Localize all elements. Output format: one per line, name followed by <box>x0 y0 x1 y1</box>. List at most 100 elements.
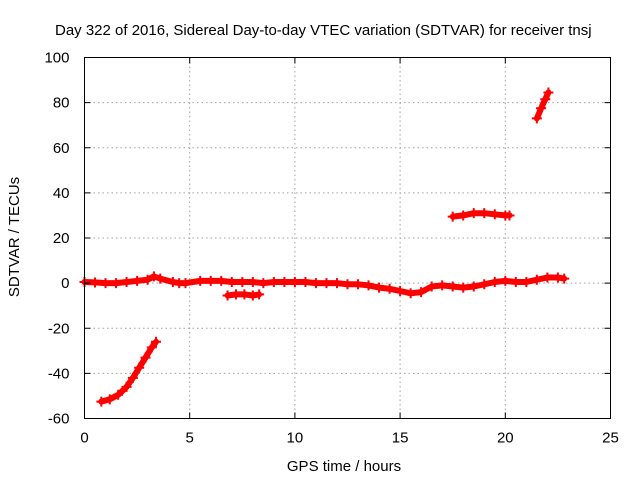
data-point <box>321 278 332 289</box>
data-point <box>531 274 542 285</box>
data-point <box>167 276 178 287</box>
data-point <box>100 278 111 289</box>
data-point <box>500 275 511 286</box>
data-point <box>96 396 107 407</box>
series-upper-plateau <box>447 208 515 222</box>
y-tick-label: -60 <box>48 411 70 428</box>
data-point <box>111 278 122 289</box>
data-point <box>216 275 227 286</box>
data-point <box>479 208 490 219</box>
data-point <box>395 286 406 297</box>
data-point <box>113 389 124 400</box>
data-point <box>121 276 132 287</box>
data-point <box>458 282 469 293</box>
data-point <box>510 276 521 287</box>
data-point <box>258 278 269 289</box>
data-point <box>205 275 216 286</box>
data-point <box>247 290 258 301</box>
data-point <box>543 87 554 98</box>
series-dip-segment <box>222 289 265 301</box>
data-point <box>121 381 132 392</box>
data-point <box>222 290 233 301</box>
data-point <box>468 281 479 292</box>
x-axis-label: GPS time / hours <box>287 458 401 475</box>
data-point <box>239 289 250 300</box>
data-point <box>504 210 515 221</box>
data-point <box>289 276 300 287</box>
x-tick-label: 25 <box>602 430 619 447</box>
data-point <box>552 272 563 283</box>
data-point <box>331 278 342 289</box>
series-steep-rise <box>531 87 554 124</box>
y-tick-label: 0 <box>61 275 69 292</box>
data-point <box>300 276 311 287</box>
data-point <box>536 103 547 114</box>
data-point <box>437 280 448 291</box>
data-point <box>237 276 248 287</box>
data-point <box>405 288 416 299</box>
series-descending-arc <box>96 336 162 407</box>
data-points <box>79 87 570 407</box>
series-band <box>98 338 159 405</box>
data-point <box>279 276 290 287</box>
x-tick-label: 0 <box>80 430 88 447</box>
x-tick-label: 15 <box>392 430 409 447</box>
data-point <box>342 279 353 290</box>
data-point <box>426 281 437 292</box>
data-point <box>146 342 157 353</box>
data-point <box>180 278 191 289</box>
data-point <box>104 394 115 405</box>
x-tick-label: 5 <box>186 430 194 447</box>
chart-title: Day 322 of 2016, Sidereal Day-to-day VTE… <box>55 22 592 39</box>
data-point <box>489 276 500 287</box>
x-tick-label: 10 <box>287 430 304 447</box>
series-band <box>533 89 552 122</box>
data-point <box>531 113 542 124</box>
data-point <box>384 283 395 294</box>
data-point <box>140 352 151 363</box>
axis-ticks: 0 5 10 15 20 25 -60 -40 -20 0 20 40 60 80 100 <box>44 50 618 447</box>
y-tick-label: 60 <box>53 140 70 157</box>
data-point <box>127 372 138 383</box>
data-point <box>447 281 458 292</box>
data-point <box>447 211 458 222</box>
data-point <box>151 336 162 347</box>
data-point <box>254 289 265 300</box>
data-point <box>134 362 145 373</box>
data-point <box>542 272 553 283</box>
data-point <box>247 276 258 287</box>
grid-lines <box>84 57 611 419</box>
y-tick-label: 100 <box>44 50 69 67</box>
data-point <box>521 276 532 287</box>
data-point <box>458 210 469 221</box>
data-point <box>155 273 166 284</box>
data-point <box>468 208 479 219</box>
data-point <box>540 94 551 105</box>
y-axis-label: SDTVAR / TECUs <box>6 177 23 297</box>
data-point <box>416 287 427 298</box>
data-point <box>374 282 385 293</box>
series-near-zero-band <box>79 271 570 299</box>
data-point <box>479 279 490 290</box>
x-tick-label: 20 <box>497 430 514 447</box>
data-point <box>230 289 241 300</box>
data-point <box>363 280 374 291</box>
y-tick-label: 40 <box>53 185 70 202</box>
data-point <box>90 277 101 288</box>
data-point <box>142 274 153 285</box>
data-point <box>353 279 364 290</box>
data-point <box>226 276 237 287</box>
plot-frame <box>84 57 611 419</box>
data-point <box>148 271 159 282</box>
y-tick-label: 20 <box>53 230 70 247</box>
data-point <box>195 275 206 286</box>
y-tick-label: 80 <box>53 95 70 112</box>
data-point <box>132 275 143 286</box>
data-point <box>559 273 570 284</box>
data-point <box>489 209 500 220</box>
y-tick-label: -40 <box>48 365 70 382</box>
data-point <box>268 276 279 287</box>
y-tick-label: -20 <box>48 320 70 337</box>
data-point <box>310 278 321 289</box>
